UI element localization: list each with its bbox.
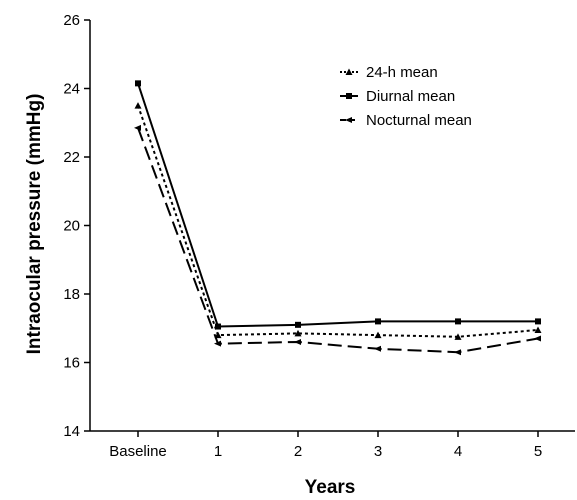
- series-24-h-mean: [134, 102, 542, 340]
- ticks: 14 16 18 20 22 24 26 Baseline 1 2 3 4 5: [63, 12, 542, 460]
- data-point: [294, 338, 301, 345]
- series-group: [134, 80, 542, 356]
- legend-marker: [345, 68, 353, 75]
- data-point: [374, 331, 382, 339]
- data-point: [455, 318, 461, 325]
- series-line: [137, 83, 538, 328]
- legend-marker: [345, 117, 352, 123]
- series-line: [137, 105, 539, 338]
- data-point: [214, 340, 221, 347]
- legend-item: 24-h mean: [340, 64, 438, 81]
- series-line: [137, 127, 539, 354]
- x-tick-label: 1: [214, 443, 222, 460]
- data-point: [454, 333, 462, 340]
- x-tick-label: 2: [294, 443, 302, 460]
- data-point: [295, 321, 301, 328]
- data-point: [534, 326, 542, 333]
- axes: [89, 20, 575, 432]
- data-point: [535, 318, 541, 325]
- legend: 24-h mean Diurnal mean Nocturnal mean: [340, 64, 472, 129]
- data-point: [454, 349, 461, 356]
- y-tick-label: 20: [63, 218, 80, 235]
- x-tick-label: 3: [374, 443, 382, 460]
- series-nocturnal-mean: [134, 124, 541, 356]
- data-point: [215, 323, 221, 330]
- legend-label: 24-h mean: [366, 64, 438, 81]
- y-tick-label: 16: [63, 355, 80, 372]
- y-tick-label: 22: [63, 149, 80, 166]
- data-point: [374, 345, 381, 352]
- legend-marker: [346, 93, 352, 99]
- data-point: [135, 80, 141, 87]
- y-tick-label: 24: [63, 81, 80, 98]
- x-axis-title: Years: [305, 477, 356, 498]
- y-tick-label: 14: [63, 423, 80, 440]
- data-point: [134, 124, 141, 131]
- y-tick-label: 26: [63, 12, 80, 29]
- legend-item: Diurnal mean: [340, 88, 455, 105]
- legend-item: Nocturnal mean: [340, 112, 472, 129]
- data-point: [294, 329, 302, 337]
- data-point: [534, 335, 541, 342]
- x-tick-label: 4: [454, 443, 462, 460]
- legend-label: Nocturnal mean: [366, 112, 472, 129]
- legend-label: Diurnal mean: [366, 88, 455, 105]
- data-point: [375, 318, 381, 325]
- y-axis-title: Intraocular pressure (mmHg): [24, 94, 45, 355]
- data-point: [134, 102, 142, 109]
- x-tick-label: Baseline: [109, 443, 167, 460]
- series-diurnal-mean: [135, 80, 541, 330]
- x-tick-label: 5: [534, 443, 542, 460]
- y-tick-label: 18: [63, 286, 80, 303]
